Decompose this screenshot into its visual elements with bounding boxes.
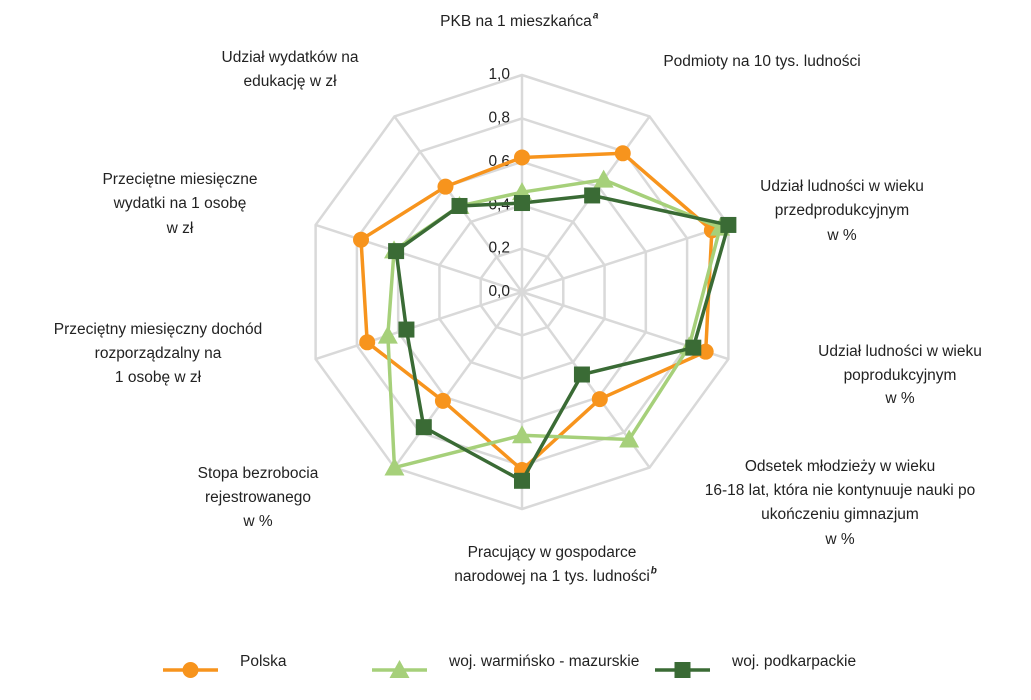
axis-label: w % xyxy=(242,513,273,530)
point xyxy=(685,339,702,356)
axis-label: narodowej na 1 tys. ludności xyxy=(454,568,650,585)
spoke xyxy=(315,290,523,361)
axis-label: Udział wydatków na xyxy=(222,49,359,66)
point xyxy=(720,216,737,233)
axis-label: edukację w zł xyxy=(243,73,337,90)
point xyxy=(512,425,532,444)
point xyxy=(591,391,608,408)
point xyxy=(384,457,405,476)
axis-label: 1 osobę w zł xyxy=(115,369,202,386)
axis-label: w % xyxy=(884,390,915,407)
point xyxy=(388,243,405,260)
point xyxy=(614,145,631,162)
point xyxy=(697,343,714,360)
spoke xyxy=(315,223,523,294)
point xyxy=(451,197,468,214)
point xyxy=(389,660,410,678)
axis-label: Udział ludności w wieku xyxy=(818,343,982,360)
axis-label: Podmioty na 10 tys. ludności xyxy=(663,53,860,70)
axis-label: rozporządzalny na xyxy=(95,345,222,362)
legend-label: Polska xyxy=(240,653,287,670)
axis-label-note: a xyxy=(593,11,599,22)
axis-label: Przeciętny miesięczny dochód xyxy=(54,321,263,338)
point xyxy=(437,178,454,195)
legend-label: woj. podkarpackie xyxy=(731,653,856,670)
axis-label: w % xyxy=(824,531,855,548)
r-tick-label: 0,8 xyxy=(488,109,510,126)
axis-label: 16-18 lat, która nie kontynuuje nauki po xyxy=(705,482,976,499)
axis-label: poprodukcyjnym xyxy=(844,367,957,384)
point xyxy=(434,392,451,409)
axis-label: Udział ludności w wieku xyxy=(760,178,924,195)
point xyxy=(514,149,530,166)
spoke xyxy=(520,115,651,293)
axis-label: rejestrowanego xyxy=(205,489,311,506)
axis-label-note: b xyxy=(651,566,657,577)
axis-label: w zł xyxy=(166,220,194,237)
r-tick-label: 0,0 xyxy=(488,283,510,300)
spoke xyxy=(521,223,729,294)
point xyxy=(182,662,199,678)
point xyxy=(674,662,691,678)
axis-label: PKB na 1 mieszkańca xyxy=(440,13,592,30)
axis-label: ukończeniu gimnazjum xyxy=(761,506,919,523)
point xyxy=(593,169,614,188)
point xyxy=(398,321,415,338)
axis-label: w % xyxy=(826,227,857,244)
axis-label: Pracujący w gospodarce xyxy=(468,544,637,561)
r-tick-label: 1,0 xyxy=(488,66,510,83)
axis-label: Odsetek młodzieży w wieku xyxy=(745,458,935,475)
point xyxy=(573,366,590,383)
point xyxy=(514,472,530,489)
axis-label: przedprodukcyjnym xyxy=(775,202,909,219)
r-tick-label: 0,2 xyxy=(488,240,510,257)
axis-label: wydatki na 1 osobę xyxy=(113,195,247,212)
point xyxy=(415,419,432,436)
point xyxy=(584,187,601,204)
legend-label: woj. warmińsko - mazurskie xyxy=(448,653,639,670)
point xyxy=(359,334,376,351)
point xyxy=(619,429,640,448)
axis-label: Stopa bezrobocia xyxy=(198,465,319,482)
point xyxy=(514,195,530,212)
point xyxy=(353,231,370,248)
spoke xyxy=(393,291,524,469)
axis-label: Przeciętne miesięczne xyxy=(102,171,257,188)
point xyxy=(377,325,398,344)
